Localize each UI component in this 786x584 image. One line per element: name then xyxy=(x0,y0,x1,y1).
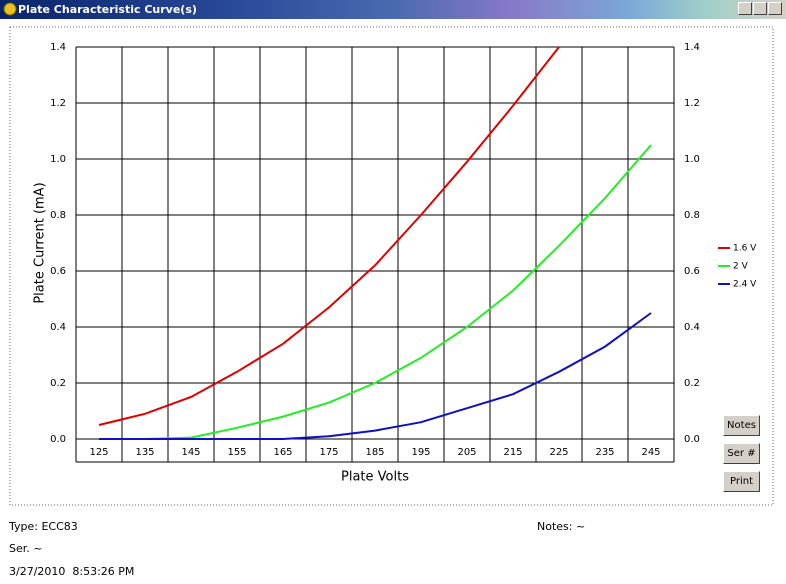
print-button[interactable]: Print xyxy=(723,471,760,492)
y2-tick-label: 1.4 xyxy=(684,42,700,53)
legend-label: 2.4 V xyxy=(733,280,757,290)
y-tick-label: 0.6 xyxy=(50,266,66,277)
serial-button[interactable]: Ser # xyxy=(723,443,760,464)
x-tick-label: 165 xyxy=(273,447,292,458)
legend-label: 1.6 V xyxy=(733,244,757,254)
close-button[interactable] xyxy=(768,2,782,15)
serial-number: Ser. ~ xyxy=(9,542,43,555)
x-axis-label: Plate Volts xyxy=(341,470,409,485)
y2-tick-label: 0.6 xyxy=(684,266,700,277)
x-tick-label: 155 xyxy=(227,447,246,458)
y2-tick-label: 1.2 xyxy=(684,98,700,109)
x-tick-label: 135 xyxy=(135,447,154,458)
notes-button[interactable]: Notes xyxy=(723,415,760,436)
timestamp: 3/27/2010 8:53:26 PM xyxy=(9,565,135,578)
x-tick-label: 235 xyxy=(595,447,614,458)
y-tick-label: 0.0 xyxy=(50,434,66,445)
y-axis-label: Plate Current (mA) xyxy=(33,182,48,303)
window-title: Plate Characteristic Curve(s) xyxy=(18,3,197,16)
y-tick-label: 1.2 xyxy=(50,98,66,109)
series-line xyxy=(99,312,652,440)
notes: Notes: ~ xyxy=(537,520,586,533)
y-tick-label: 0.4 xyxy=(50,322,66,333)
app-icon xyxy=(3,2,17,16)
series-line xyxy=(99,144,652,440)
x-tick-label: 225 xyxy=(549,447,568,458)
y2-tick-label: 1.0 xyxy=(684,154,700,165)
series-line xyxy=(98,46,560,426)
x-tick-label: 205 xyxy=(457,447,476,458)
x-tick-label: 175 xyxy=(319,447,338,458)
x-tick-label: 195 xyxy=(411,447,430,458)
minimize-button[interactable] xyxy=(738,2,752,15)
x-tick-label: 145 xyxy=(181,447,200,458)
y2-tick-label: 0.0 xyxy=(684,434,700,445)
title-bar: Plate Characteristic Curve(s) xyxy=(0,0,786,19)
y2-tick-label: 0.2 xyxy=(684,378,700,389)
tube-type: Type: ECC83 xyxy=(9,520,78,533)
chart-frame xyxy=(9,26,774,506)
y-tick-label: 0.2 xyxy=(50,378,66,389)
y2-tick-label: 0.8 xyxy=(684,210,700,221)
y2-tick-label: 0.4 xyxy=(684,322,700,333)
x-tick-label: 215 xyxy=(503,447,522,458)
x-tick-label: 245 xyxy=(641,447,660,458)
y-tick-label: 1.4 xyxy=(50,42,66,53)
x-tick-label: 185 xyxy=(365,447,384,458)
maximize-button[interactable] xyxy=(753,2,767,15)
y-tick-label: 1.0 xyxy=(50,154,66,165)
y-tick-label: 0.8 xyxy=(50,210,66,221)
x-tick-label: 125 xyxy=(89,447,108,458)
legend-label: 2 V xyxy=(733,262,749,272)
